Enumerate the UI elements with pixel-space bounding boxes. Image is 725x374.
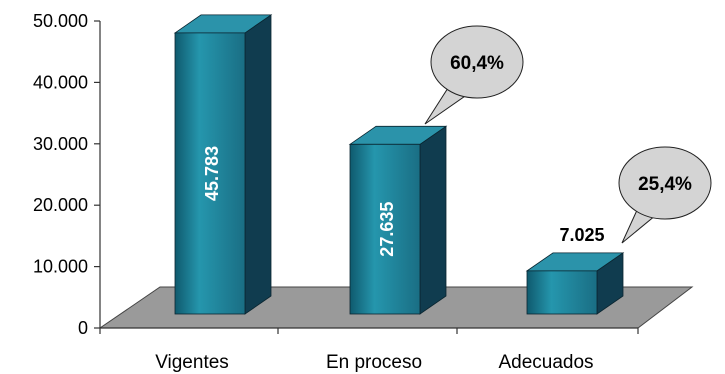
bubble-seam	[450, 85, 466, 92]
bar-adecuados	[525, 252, 625, 315]
annotation-bubble: 25,4%	[618, 146, 712, 244]
data-labels: 45.783 27.635 7.025	[202, 146, 605, 257]
bars	[173, 14, 625, 315]
data-label: 27.635	[377, 202, 397, 257]
y-tick-label: 40.000	[33, 72, 88, 92]
bar-front-face	[526, 270, 598, 315]
bubble-seam	[640, 205, 654, 212]
bar-vigentes	[173, 14, 273, 315]
y-tick-label: 50.000	[33, 11, 88, 31]
y-axis: 0 10.000 20.000 30.000 40.000 50.000	[33, 11, 101, 338]
x-tick-label: Vigentes	[155, 352, 229, 373]
x-tick-label: Adecuados	[498, 352, 593, 373]
bubble-shape	[430, 25, 524, 99]
bar-side-face	[244, 14, 272, 315]
x-tick-label: En proceso	[326, 352, 422, 373]
bar-front-face	[174, 32, 246, 315]
bubble-label: 60,4%	[450, 53, 504, 74]
y-tick-label: 10.000	[33, 257, 88, 277]
bubble-shape	[618, 146, 712, 220]
bubble-label: 25,4%	[638, 174, 692, 195]
data-label: 7.025	[559, 225, 604, 245]
bar-en-proceso	[348, 125, 448, 315]
data-label: 45.783	[202, 146, 222, 201]
x-axis: Vigentes En proceso Adecuados	[99, 327, 639, 373]
y-tick-label: 0	[78, 318, 88, 338]
y-tick-label: 20.000	[33, 195, 88, 215]
y-tick-label: 30.000	[33, 134, 88, 154]
bar-front-face	[349, 143, 421, 315]
annotation-bubble: 60,4%	[424, 25, 524, 125]
bar-side-face	[419, 125, 447, 315]
annotation-bubbles: 60,4% 25,4%	[424, 25, 712, 244]
